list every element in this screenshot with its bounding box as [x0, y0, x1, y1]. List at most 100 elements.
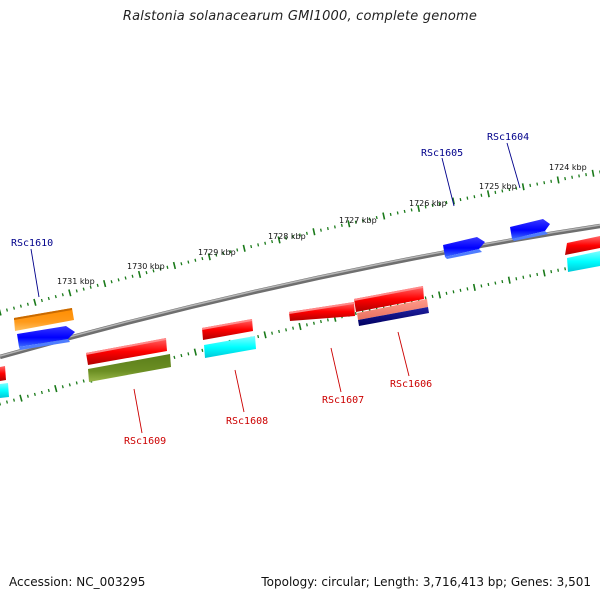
- minor-tick: [508, 187, 511, 192]
- minor-tick: [375, 215, 378, 220]
- minor-tick: [354, 311, 357, 316]
- kbp-label: 1726 kbp: [409, 199, 447, 208]
- major-tick: [556, 176, 560, 184]
- minor-tick: [543, 181, 546, 185]
- minor-tick: [61, 385, 64, 389]
- minor-tick: [5, 400, 9, 404]
- minor-tick: [166, 265, 169, 269]
- major-tick: [242, 244, 246, 252]
- kbp-label: 1729 kbp: [198, 248, 236, 257]
- minor-tick: [278, 329, 281, 334]
- outer-tick-ring: [0, 169, 600, 316]
- gene-feature-rsc1610[interactable]: [17, 326, 75, 350]
- minor-tick: [459, 197, 462, 202]
- gene-label-rsc1609[interactable]: RSc1609: [124, 436, 166, 447]
- minor-tick: [131, 274, 134, 278]
- minor-tick: [159, 267, 162, 271]
- minor-tick: [424, 296, 427, 300]
- gene-label-rsc1607[interactable]: RSc1607: [322, 395, 364, 406]
- gene-label-rsc1608[interactable]: RSc1608: [226, 416, 268, 427]
- major-tick: [591, 169, 595, 177]
- gene-feature-rsc1607[interactable]: [289, 302, 355, 321]
- minor-tick: [12, 398, 16, 402]
- minor-tick: [19, 304, 22, 308]
- gene-label-rsc1604[interactable]: RSc1604: [487, 132, 529, 143]
- minor-tick: [96, 283, 99, 287]
- kbp-label: 1727 kbp: [339, 216, 377, 225]
- major-tick: [298, 322, 302, 331]
- minor-tick: [403, 209, 406, 214]
- gene-feature-rsc1609[interactable]: [86, 338, 171, 382]
- major-tick: [19, 394, 23, 402]
- minor-tick: [180, 262, 183, 266]
- minor-tick: [82, 379, 85, 383]
- minor-tick: [82, 287, 85, 291]
- major-tick: [172, 261, 177, 270]
- gene-feature-rsc1606[interactable]: [354, 286, 429, 326]
- gene-feature-rsc1608[interactable]: [202, 319, 256, 358]
- major-tick: [68, 289, 72, 297]
- minor-tick: [299, 233, 301, 237]
- major-tick: [438, 291, 442, 299]
- minor-tick: [480, 284, 483, 288]
- minor-tick: [124, 276, 127, 280]
- gene-feature-rsc1604[interactable]: [510, 219, 550, 241]
- minor-tick: [494, 190, 497, 195]
- gene-label-rsc1610[interactable]: RSc1610: [11, 238, 53, 249]
- major-tick: [33, 298, 37, 306]
- minor-tick: [271, 239, 274, 244]
- minor-tick: [187, 260, 190, 264]
- minor-tick: [319, 319, 322, 324]
- minor-tick: [40, 298, 43, 303]
- minor-tick: [466, 287, 469, 291]
- minor-tick: [326, 318, 329, 322]
- minor-tick: [68, 383, 71, 387]
- major-tick: [207, 253, 211, 261]
- minor-tick: [501, 279, 504, 284]
- minor-tick: [529, 183, 532, 188]
- map-title: Ralstonia solanacearum GMI1000, complete…: [122, 9, 478, 24]
- minor-tick: [257, 243, 260, 247]
- minor-tick: [396, 211, 399, 215]
- minor-tick: [54, 295, 57, 299]
- accession-text: Accession: NC_003295: [9, 575, 146, 589]
- minor-tick: [550, 269, 553, 274]
- leader-line: [397, 331, 410, 377]
- minor-tick: [326, 226, 329, 231]
- minor-tick: [480, 193, 483, 197]
- minor-tick: [557, 268, 560, 272]
- minor-tick: [473, 195, 476, 199]
- major-tick: [382, 212, 386, 220]
- minor-tick: [354, 220, 357, 224]
- leader-line: [506, 142, 521, 189]
- minor-tick: [187, 352, 190, 356]
- minor-tick: [564, 176, 567, 181]
- minor-tick: [585, 172, 587, 177]
- minor-tick: [173, 355, 176, 359]
- minor-tick: [452, 290, 455, 294]
- gene-feature-rsc1605[interactable]: [443, 237, 485, 259]
- minor-tick: [285, 236, 288, 240]
- minor-tick: [340, 223, 343, 227]
- leader-line: [330, 347, 342, 393]
- major-tick: [542, 269, 546, 277]
- minor-tick: [201, 348, 204, 352]
- minor-tick: [257, 334, 260, 339]
- gene-label-rsc1606[interactable]: RSc1606: [390, 379, 432, 390]
- gene-feature-left-edge[interactable]: [0, 366, 9, 398]
- minor-tick: [180, 353, 183, 358]
- gene-feature-right-edge[interactable]: [565, 236, 600, 272]
- minor-tick: [466, 196, 469, 200]
- gene-label-rsc1605[interactable]: RSc1605: [421, 148, 463, 159]
- minor-tick: [250, 244, 253, 249]
- minor-tick: [445, 200, 448, 205]
- minor-tick: [89, 285, 92, 289]
- gene-feature-orange[interactable]: [14, 308, 74, 331]
- minor-tick: [12, 306, 16, 310]
- major-tick: [347, 220, 351, 228]
- minor-tick: [40, 390, 43, 395]
- minor-tick: [536, 182, 539, 186]
- minor-tick: [152, 269, 155, 273]
- major-tick: [521, 183, 525, 191]
